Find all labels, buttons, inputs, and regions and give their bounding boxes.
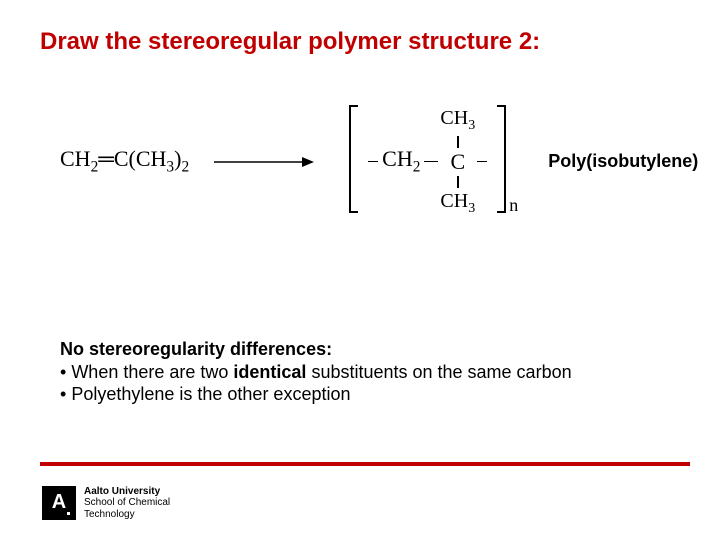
reaction-row: CH2═C(CH3)2 CH2 CH3 C: [60, 104, 680, 219]
repeat-unit: CH2 CH3 C CH3: [362, 108, 493, 216]
logo-line3: Technology: [84, 509, 170, 521]
bond-icon: [424, 161, 438, 162]
notes-list: When there are two identical substituent…: [60, 362, 680, 405]
bond-icon: [368, 161, 378, 162]
reactant-formula: CH2═C(CH3)2: [60, 146, 189, 176]
reactant-ch2: CH: [60, 146, 91, 171]
product-ch2: CH2: [382, 146, 420, 176]
center-carbon: C: [450, 151, 465, 173]
top-substituent: CH3: [440, 108, 475, 133]
footer-logo: A Aalto University School of Chemical Te…: [42, 486, 170, 521]
bottom-substituent: CH3: [440, 191, 475, 216]
logo-line1: Aalto University: [84, 486, 170, 498]
logo-line2: School of Chemical: [84, 497, 170, 509]
divider-bar: [40, 462, 690, 466]
quaternary-carbon: CH3 C CH3: [440, 108, 475, 216]
logo-mark-icon: A: [42, 486, 76, 520]
reactant-c: C(CH: [114, 146, 167, 171]
logo-text: Aalto University School of Chemical Tech…: [84, 486, 170, 521]
repeat-subscript-n: n: [509, 195, 518, 216]
notes-heading: No stereoregularity differences:: [60, 339, 680, 360]
bond-icon: [457, 176, 459, 188]
bracket-left-icon: [344, 104, 362, 219]
reactant-dbond: ═: [98, 146, 114, 171]
reaction-arrow-icon: [214, 155, 314, 169]
list-item: When there are two identical substituent…: [60, 362, 680, 383]
product-structure: CH2 CH3 C CH3 n: [344, 104, 520, 219]
bond-icon: [477, 161, 487, 162]
notes-block: No stereoregularity differences: When th…: [60, 339, 680, 405]
product-name-label: Poly(isobutylene): [548, 151, 698, 172]
slide-title: Draw the stereoregular polymer structure…: [40, 28, 680, 56]
reactant-close-sub: 2: [181, 159, 189, 176]
list-item: Polyethylene is the other exception: [60, 384, 680, 405]
reactant-c-sub: 3: [166, 159, 174, 176]
slide: Draw the stereoregular polymer structure…: [0, 0, 720, 540]
bond-icon: [457, 136, 459, 148]
